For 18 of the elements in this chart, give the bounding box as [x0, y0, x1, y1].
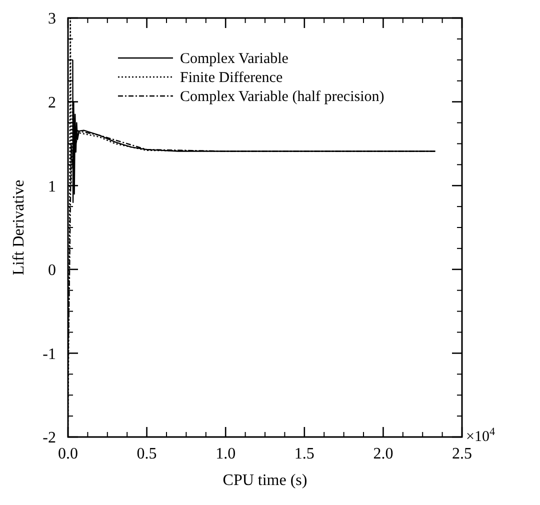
x-tick-label: 1.5: [294, 445, 314, 462]
x-tick-label: 2.0: [373, 445, 394, 462]
x-tick-label: 0.5: [136, 445, 157, 462]
y-tick-label: -1: [42, 346, 56, 363]
text: ×10$^{4}$: [466, 426, 496, 445]
y-tick-label: 2: [48, 94, 56, 112]
x-tick-label: 2.5: [452, 445, 472, 462]
y-tick-label: -2: [42, 430, 56, 447]
y-tick-label: 3: [48, 10, 56, 28]
y-tick-label: 1: [48, 178, 56, 196]
legend-label: Complex Variable (half precision): [180, 89, 384, 105]
legend-label: Complex Variable: [180, 51, 289, 67]
x-axis-title: CPU time (s): [222, 472, 308, 489]
x-tick-label: 1.0: [216, 445, 236, 462]
x-tick-label: 0.0: [58, 445, 78, 462]
y-tick-label: 0: [48, 262, 56, 280]
legend-label: Finite Difference: [180, 70, 283, 86]
y-axis-title: Lift Derivative: [10, 180, 28, 276]
